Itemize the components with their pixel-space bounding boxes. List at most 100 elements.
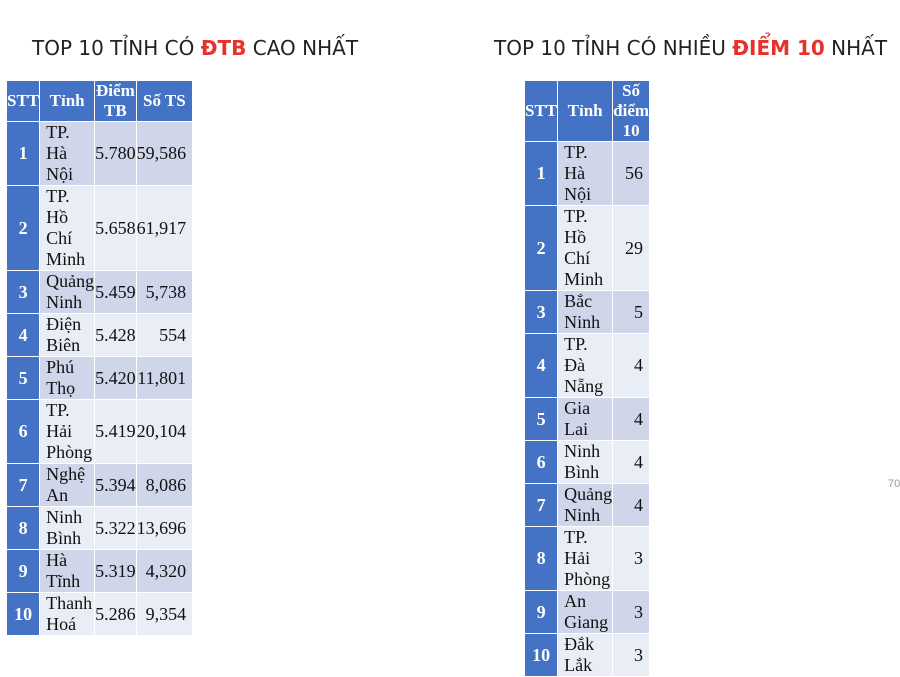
- column-header-province: Tỉnh: [557, 80, 614, 142]
- candidates-cell: 61,917: [135, 185, 194, 271]
- table-row: 3 Bắc Ninh 5: [523, 290, 651, 334]
- table-row: 7 Nghệ An 5.394 8,086: [5, 463, 194, 507]
- table-row: 4 TP. Đà Nẵng 4: [523, 333, 651, 398]
- avg-score-cell: 5.319: [94, 549, 137, 593]
- candidates-cell: 13,696: [135, 506, 194, 550]
- rank-cell: 1: [523, 141, 559, 206]
- table-row: 7 Quảng Ninh 4: [523, 483, 651, 527]
- province-cell: Thanh Hoá: [39, 592, 96, 636]
- avg-score-cell: 5.428: [94, 313, 137, 357]
- rank-cell: 10: [523, 633, 559, 677]
- candidates-cell: 20,104: [135, 399, 194, 464]
- province-cell: Hà Tĩnh: [39, 549, 96, 593]
- perfect-score-table: STT Tỉnh Số điểm 10 1 TP. Hà Nội 56 2 TP. Hồ…: [523, 80, 651, 677]
- table-header-row: STT Tỉnh Điểm TB Số TS: [5, 80, 194, 122]
- table-row: 1 TP. Hà Nội 56: [523, 141, 651, 206]
- province-cell: Gia Lai: [557, 397, 614, 441]
- province-cell: Điện Biên: [39, 313, 96, 357]
- province-cell: TP. Hải Phòng: [39, 399, 96, 464]
- rank-cell: 9: [523, 590, 559, 634]
- avg-score-table: STT Tỉnh Điểm TB Số TS 1 TP. Hà Nội 5.780 5…: [5, 80, 194, 636]
- table-row: 9 Hà Tĩnh 5.319 4,320: [5, 549, 194, 593]
- table-row: 1 TP. Hà Nội 5.780 59,586: [5, 121, 194, 186]
- table-row: 5 Phú Thọ 5.420 11,801: [5, 356, 194, 400]
- province-cell: Bắc Ninh: [557, 290, 614, 334]
- province-cell: TP. Đà Nẵng: [557, 333, 614, 398]
- candidates-cell: 4,320: [135, 549, 194, 593]
- table-row: 10 Thanh Hoá 5.286 9,354: [5, 592, 194, 636]
- rank-cell: 4: [523, 333, 559, 398]
- province-cell: An Giang: [557, 590, 614, 634]
- rank-cell: 5: [523, 397, 559, 441]
- avg-score-cell: 5.459: [94, 270, 137, 314]
- table-row: 3 Quảng Ninh 5.459 5,738: [5, 270, 194, 314]
- table-row: 5 Gia Lai 4: [523, 397, 651, 441]
- rank-cell: 3: [523, 290, 559, 334]
- rank-cell: 9: [5, 549, 41, 593]
- column-header-avg-score: Điểm TB: [94, 80, 137, 122]
- avg-score-cell: 5.658: [94, 185, 137, 271]
- rank-cell: 4: [5, 313, 41, 357]
- column-header-candidates: Số TS: [135, 80, 194, 122]
- province-cell: Ninh Bình: [557, 440, 614, 484]
- table-row: 6 TP. Hải Phòng 5.419 20,104: [5, 399, 194, 464]
- perfect-count-cell: 56: [612, 141, 651, 206]
- province-cell: Quảng Ninh: [39, 270, 96, 314]
- rank-cell: 2: [523, 205, 559, 291]
- perfect-count-cell: 3: [612, 526, 651, 591]
- table-header-row: STT Tỉnh Số điểm 10: [523, 80, 651, 142]
- right-table-title: TOP 10 TỈNH CÓ NHIỀU ĐIỂM 10 NHẤT: [494, 36, 888, 60]
- column-header-stt: STT: [523, 80, 559, 142]
- province-cell: Nghệ An: [39, 463, 96, 507]
- table-row: 2 TP. Hồ Chí Minh 29: [523, 205, 651, 291]
- rank-cell: 1: [5, 121, 41, 186]
- province-cell: TP. Hải Phòng: [557, 526, 614, 591]
- candidates-cell: 11,801: [135, 356, 194, 400]
- province-cell: TP. Hà Nội: [39, 121, 96, 186]
- province-cell: TP. Hồ Chí Minh: [39, 185, 96, 271]
- province-cell: Ninh Bình: [39, 506, 96, 550]
- column-header-stt: STT: [5, 80, 41, 122]
- avg-score-cell: 5.286: [94, 592, 137, 636]
- avg-score-cell: 5.322: [94, 506, 137, 550]
- table-row: 10 Đắk Lắk 3: [523, 633, 651, 677]
- table-row: 9 An Giang 3: [523, 590, 651, 634]
- perfect-count-cell: 3: [612, 633, 651, 677]
- perfect-count-cell: 4: [612, 397, 651, 441]
- perfect-count-cell: 4: [612, 483, 651, 527]
- candidates-cell: 554: [135, 313, 194, 357]
- table-row: 6 Ninh Bình 4: [523, 440, 651, 484]
- candidates-cell: 8,086: [135, 463, 194, 507]
- avg-score-cell: 5.394: [94, 463, 137, 507]
- perfect-count-cell: 4: [612, 333, 651, 398]
- rank-cell: 10: [5, 592, 41, 636]
- rank-cell: 8: [523, 526, 559, 591]
- table-row: 8 Ninh Bình 5.322 13,696: [5, 506, 194, 550]
- rank-cell: 8: [5, 506, 41, 550]
- table-row: 4 Điện Biên 5.428 554: [5, 313, 194, 357]
- page-number: 70: [888, 478, 900, 490]
- rank-cell: 7: [5, 463, 41, 507]
- province-cell: TP. Hồ Chí Minh: [557, 205, 614, 291]
- left-table-title: TOP 10 TỈNH CÓ ĐTB CAO NHẤT: [32, 36, 359, 60]
- rank-cell: 5: [5, 356, 41, 400]
- perfect-count-cell: 4: [612, 440, 651, 484]
- candidates-cell: 59,586: [135, 121, 194, 186]
- column-header-province: Tỉnh: [39, 80, 96, 122]
- rank-cell: 2: [5, 185, 41, 271]
- perfect-count-cell: 5: [612, 290, 651, 334]
- avg-score-cell: 5.780: [94, 121, 137, 186]
- perfect-count-cell: 29: [612, 205, 651, 291]
- province-cell: Đắk Lắk: [557, 633, 614, 677]
- perfect-count-cell: 3: [612, 590, 651, 634]
- rank-cell: 6: [523, 440, 559, 484]
- avg-score-cell: 5.419: [94, 399, 137, 464]
- table-row: 8 TP. Hải Phòng 3: [523, 526, 651, 591]
- column-header-perfect-count: Số điểm 10: [612, 80, 651, 142]
- rank-cell: 7: [523, 483, 559, 527]
- province-cell: TP. Hà Nội: [557, 141, 614, 206]
- province-cell: Quảng Ninh: [557, 483, 614, 527]
- rank-cell: 6: [5, 399, 41, 464]
- rank-cell: 3: [5, 270, 41, 314]
- candidates-cell: 5,738: [135, 270, 194, 314]
